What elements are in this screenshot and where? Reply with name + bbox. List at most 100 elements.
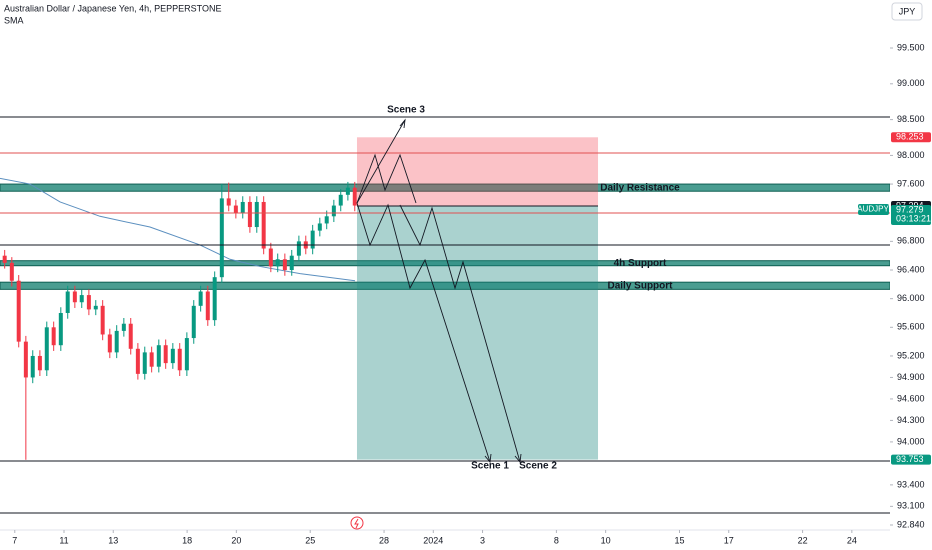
last-price-tag	[891, 205, 931, 226]
y-tick-label: 96.000	[897, 293, 925, 303]
candle-body	[233, 205, 238, 213]
y-tick-label: 93.400	[897, 479, 925, 489]
x-tick-label: 8	[554, 535, 559, 545]
symbol-tag	[858, 204, 889, 216]
scenario-paths	[356, 118, 522, 464]
candle-body	[170, 348, 175, 364]
x-tick-label: 11	[59, 535, 68, 545]
x-tick-label: 7	[12, 535, 17, 545]
candle-body	[198, 291, 203, 306]
candle-body	[121, 323, 126, 331]
sma-line	[0, 177, 356, 282]
annotation: Scene 1	[471, 461, 509, 472]
x-tick-label: 28	[379, 535, 389, 545]
candle-body	[275, 259, 280, 267]
zone-label: Daily Support	[607, 280, 673, 291]
stop-zone	[356, 137, 599, 206]
candle-body	[100, 305, 105, 335]
chart-title: Australian Dollar / Japanese Yen, 4h, PE…	[4, 3, 221, 13]
annotation: Scene 3	[387, 105, 425, 116]
candle-body	[331, 205, 336, 217]
candle-body	[135, 348, 140, 374]
x-tick-label: 2024	[423, 535, 443, 545]
y-tick-label: 94.900	[897, 372, 925, 382]
candle-body	[310, 230, 315, 249]
candle-body	[338, 194, 343, 206]
candle-body	[156, 345, 161, 367]
x-tick-label: 18	[182, 535, 192, 545]
scene-path	[356, 202, 491, 463]
candle-body	[44, 327, 49, 371]
candle-body	[352, 187, 357, 206]
candle-body	[65, 291, 70, 313]
candle-body	[72, 291, 77, 303]
y-tick-label: 94.300	[897, 415, 925, 425]
x-tick-label: 24	[847, 535, 857, 545]
y-tick-label: 99.000	[897, 78, 925, 88]
candle-body	[149, 352, 154, 367]
candle-body	[282, 259, 287, 271]
candle-body	[261, 201, 266, 249]
symbol-label: AUDJPY	[857, 205, 889, 214]
plot	[0, 137, 891, 460]
candle-body	[37, 355, 42, 371]
event-icon-bolt	[354, 518, 359, 529]
scene-path	[356, 119, 406, 204]
y-tick-label: 96.400	[897, 264, 925, 274]
arrow-head	[484, 453, 492, 464]
x-tick-label: 25	[305, 535, 315, 545]
currency-label: JPY	[899, 6, 916, 16]
price-tag-label: 98.253	[896, 132, 924, 142]
candle-body	[345, 187, 350, 195]
candle-body	[296, 241, 301, 256]
y-tick-label: 98.000	[897, 150, 925, 160]
y-tick-label: 96.800	[897, 236, 925, 246]
candle-body	[142, 352, 147, 374]
candle-body	[219, 198, 224, 278]
y-tick-label: 95.200	[897, 350, 925, 360]
price-tag	[891, 132, 931, 143]
x-tick-label: 3	[480, 535, 485, 545]
candle-body	[240, 201, 245, 213]
candle-body	[205, 291, 210, 321]
candle-body	[9, 262, 14, 281]
candle-body	[23, 341, 28, 378]
candle-body	[177, 348, 182, 371]
candle-body	[226, 198, 231, 206]
candle-body	[51, 327, 56, 346]
candle-body	[86, 295, 91, 310]
candle-body	[163, 345, 168, 364]
x-tick-label: 17	[724, 535, 734, 545]
candle-body	[289, 255, 294, 271]
zone-label: 4h Support	[614, 258, 667, 269]
candle-body	[128, 323, 133, 349]
currency-button[interactable]	[891, 2, 923, 21]
y-tick-label: 94.600	[897, 393, 925, 403]
x-tick-label: 13	[108, 535, 118, 545]
scene-path	[399, 204, 521, 463]
candle-body	[2, 255, 7, 263]
candle-body	[16, 280, 21, 342]
indicator-label: SMA	[4, 15, 24, 25]
last-price-label: 97.279	[896, 204, 924, 214]
candle-body	[268, 248, 273, 267]
candle-body	[79, 295, 84, 303]
y-tick-label: 93.100	[897, 501, 925, 511]
zone-label: Daily Resistance	[600, 182, 680, 193]
annotation: Scene 2	[519, 461, 557, 472]
candle-body	[317, 223, 322, 231]
price-tag-label: 93.753	[896, 454, 924, 464]
event-icon[interactable]	[350, 516, 364, 530]
y-tick-label: 92.840	[897, 519, 925, 529]
candle-body	[114, 330, 119, 353]
y-tick-label: 95.600	[897, 322, 925, 332]
candle-body	[58, 312, 63, 346]
target-zone	[356, 205, 599, 460]
candle-body	[254, 201, 259, 228]
candle-body	[324, 216, 329, 224]
y-tick-label: 99.500	[897, 42, 925, 52]
candle-body	[191, 305, 196, 339]
x-tick-label: 10	[601, 535, 611, 545]
